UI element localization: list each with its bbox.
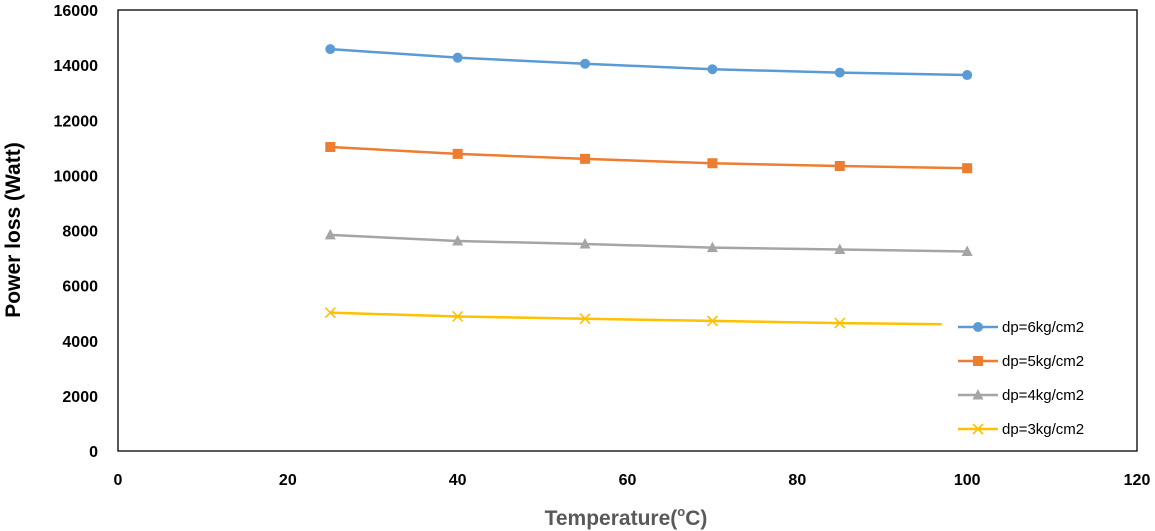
- y-tick-label: 12000: [54, 113, 99, 130]
- legend-marker: [972, 389, 984, 400]
- data-point-marker: [706, 241, 718, 253]
- data-point-marker: [580, 153, 591, 164]
- data-point-marker: [834, 317, 846, 329]
- series-layer: [324, 44, 973, 329]
- legend-item: dp=6kg/cm2: [958, 319, 1084, 336]
- data-point-marker: [579, 313, 591, 325]
- legend-item: dp=3kg/cm2: [958, 421, 1084, 438]
- series-line: [330, 311, 942, 326]
- data-point-marker: [452, 234, 464, 246]
- legend-item: dp=4kg/cm2: [958, 387, 1084, 404]
- data-point-marker: [580, 58, 591, 69]
- data-point-marker: [324, 307, 336, 319]
- y-tick-label: 8000: [62, 224, 98, 241]
- data-point-marker: [325, 141, 336, 152]
- legend: dp=6kg/cm2 dp=5kg/cm2 dp=4kg/cm2 dp=3kg/cm2: [958, 319, 1084, 438]
- y-axis-title: Power loss (Watt): [2, 142, 25, 317]
- x-axis-tick-labels: 0 20 40 60 80 100 120: [114, 472, 1151, 489]
- legend-label: dp=3kg/cm2: [1002, 421, 1084, 438]
- y-tick-label: 10000: [54, 168, 99, 185]
- data-point-marker: [961, 245, 973, 256]
- series-dp=6kg/cm2: [325, 44, 973, 81]
- y-tick-label: 14000: [54, 58, 99, 75]
- y-tick-label: 0: [89, 444, 98, 461]
- data-point-marker: [452, 148, 463, 159]
- x-tick-label: 120: [1124, 472, 1151, 489]
- series-line: [330, 145, 968, 170]
- x-tick-label: 100: [954, 472, 981, 489]
- x-tick-label: 60: [619, 472, 637, 489]
- y-axis-tick-labels: 0 2000 4000 6000 8000 10000 12000 14000 16000: [54, 3, 99, 461]
- series-dp=3kg/cm2: [324, 307, 942, 329]
- legend-marker: [973, 322, 983, 332]
- data-point-marker: [452, 52, 463, 63]
- legend-label: dp=5kg/cm2: [1002, 353, 1084, 370]
- data-point-marker: [707, 158, 718, 169]
- data-point-marker: [706, 315, 718, 327]
- data-point-marker: [325, 44, 336, 55]
- data-point-marker: [452, 310, 464, 323]
- plot-area: [117, 9, 1138, 452]
- x-tick-label: 0: [114, 472, 123, 489]
- data-point-marker: [324, 228, 336, 240]
- data-point-marker: [707, 64, 718, 75]
- series-dp=4kg/cm2: [324, 228, 973, 256]
- y-tick-label: 2000: [62, 389, 98, 406]
- data-point-marker: [834, 243, 846, 255]
- y-tick-label: 6000: [62, 279, 98, 296]
- legend-label: dp=4kg/cm2: [1002, 387, 1084, 404]
- x-tick-label: 80: [788, 472, 806, 489]
- x-tick-label: 40: [449, 472, 467, 489]
- legend-marker: [973, 356, 983, 366]
- y-tick-label: 4000: [62, 334, 98, 351]
- data-point-marker: [579, 238, 591, 249]
- data-point-marker: [962, 70, 973, 81]
- data-point-marker: [834, 161, 845, 172]
- series-dp=5kg/cm2: [325, 141, 973, 174]
- series-line: [330, 47, 968, 77]
- data-point-marker: [962, 163, 973, 174]
- legend-marker: [972, 423, 984, 435]
- series-line: [330, 233, 968, 253]
- x-tick-label: 20: [279, 472, 297, 489]
- legend-label: dp=6kg/cm2: [1002, 319, 1084, 336]
- legend-item: dp=5kg/cm2: [958, 353, 1084, 370]
- data-point-marker: [834, 67, 845, 78]
- x-axis-title: Temperature(oC): [545, 504, 708, 530]
- y-tick-label: 16000: [54, 3, 99, 20]
